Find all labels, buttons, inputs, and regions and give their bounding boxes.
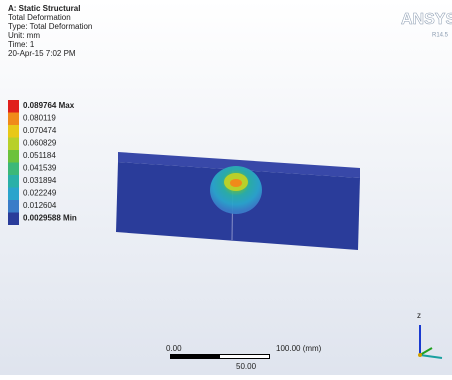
legend-label: 0.012604 [23,201,57,210]
legend-label: 0.089764 Max [23,101,75,110]
triad-axis: z [417,311,421,320]
legend-swatch [8,100,19,113]
legend-swatch [8,125,19,138]
header-line: Total Deformation [8,13,71,22]
header-line: Time: 1 [8,40,35,49]
legend-label: 0.022249 [23,189,57,198]
legend-label: 0.031894 [23,176,57,185]
legend-swatch [8,163,19,176]
legend-label: 0.070474 [23,126,57,135]
scale-start: 0.00 [166,344,182,353]
scale-end: 100.00 (mm) [276,344,322,353]
scale-bar-half [220,355,269,358]
legend-swatch [8,113,19,126]
legend-label: 0.0029588 Min [23,214,77,223]
title: A: Static Structural [8,4,80,13]
header-line: 20-Apr-15 7:02 PM [8,49,76,58]
logo: ANSYS [401,11,452,28]
header-line: Type: Total Deformation [8,22,92,31]
legend-label: 0.060829 [23,139,57,148]
legend-label: 0.041539 [23,164,57,173]
legend-swatch [8,150,19,163]
scale-middle: 50.00 [236,362,257,371]
legend-swatch [8,138,19,151]
legend-swatch [8,188,19,201]
header-line: Unit: mm [8,31,40,40]
legend-label: 0.051184 [23,151,56,160]
viewport: A: Static Structural Total DeformationTy… [0,0,452,375]
legend-swatch [8,200,19,213]
version: R14.5 [432,33,449,39]
legend-label: 0.080119 [23,114,56,123]
legend-swatch [8,213,19,226]
legend-swatch [8,175,19,188]
